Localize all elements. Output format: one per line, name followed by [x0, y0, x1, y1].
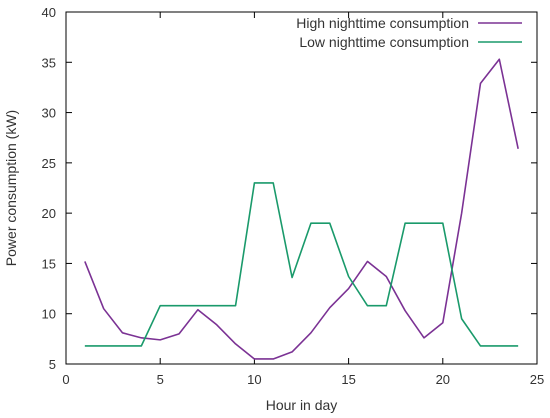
y-tick-label: 35 — [42, 55, 56, 70]
series-line-1 — [84, 58, 519, 360]
y-axis-ticks: 5 10 15 20 25 30 35 40 — [42, 5, 537, 372]
x-tick-label: 20 — [436, 372, 450, 387]
series-line-2 — [84, 182, 519, 347]
x-tick-label: 15 — [341, 372, 355, 387]
y-tick-label: 20 — [42, 206, 56, 221]
y-tick-label: 30 — [42, 106, 56, 121]
x-axis-ticks: 0 5 10 15 20 25 — [62, 12, 544, 387]
y-axis-label: Power consumption (kW) — [3, 110, 19, 266]
y-tick-label: 25 — [42, 156, 56, 171]
x-tick-label: 25 — [530, 372, 544, 387]
x-tick-label: 0 — [62, 372, 69, 387]
x-tick-label: 5 — [157, 372, 164, 387]
series-lines — [84, 58, 519, 360]
legend: High nighttime consumption Low nighttime … — [296, 15, 522, 50]
plot-border — [65, 11, 538, 365]
x-axis-label: Hour in day — [266, 397, 338, 413]
legend-label-2: Low nighttime consumption — [299, 34, 469, 50]
plot-frame — [65, 11, 538, 365]
legend-label-1: High nighttime consumption — [296, 15, 469, 31]
y-tick-label: 5 — [49, 357, 56, 372]
x-tick-label: 10 — [247, 372, 261, 387]
y-tick-label: 10 — [42, 307, 56, 322]
y-tick-label: 40 — [42, 5, 56, 20]
y-tick-label: 15 — [42, 256, 56, 271]
